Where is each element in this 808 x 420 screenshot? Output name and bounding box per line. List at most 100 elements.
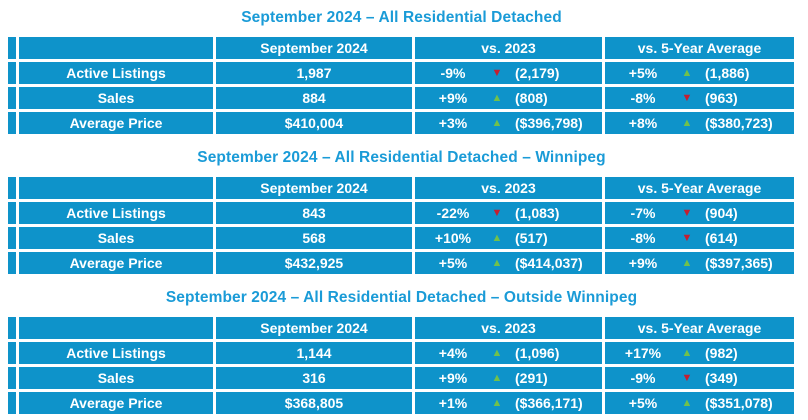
change-percent: +9% bbox=[628, 255, 658, 271]
reference-value: (349) bbox=[705, 370, 738, 386]
row-label: Active Listings bbox=[19, 342, 213, 364]
column-header-vs-2023: vs. 2023 bbox=[415, 37, 602, 59]
row-label: Sales bbox=[19, 87, 213, 109]
trend-arrow-icon: ▼ bbox=[681, 371, 693, 384]
reference-value: ($380,723) bbox=[705, 115, 773, 131]
table-row: Sales 884 +9% ▲ (808) -8% ▼ (963) bbox=[8, 87, 794, 109]
spacer-cell bbox=[8, 342, 16, 364]
row-label: Active Listings bbox=[19, 202, 213, 224]
trend-arrow-icon: ▲ bbox=[681, 396, 693, 409]
vs-2023-cell: +1% ▲ ($366,171) bbox=[415, 392, 602, 414]
table-row: Active Listings 1,987 -9% ▼ (2,179) +5% … bbox=[8, 62, 794, 84]
column-header-vs-5yr: vs. 5-Year Average bbox=[605, 317, 794, 339]
table-row: Sales 316 +9% ▲ (291) -9% ▼ (349) bbox=[8, 367, 794, 389]
column-header-current: September 2024 bbox=[216, 37, 412, 59]
current-value-cell: 316 bbox=[216, 367, 412, 389]
current-value-cell: $410,004 bbox=[216, 112, 412, 134]
table-row: Average Price $410,004 +3% ▲ ($396,798) … bbox=[8, 112, 794, 134]
reference-value: ($351,078) bbox=[705, 395, 773, 411]
change-percent: +8% bbox=[628, 115, 658, 131]
trend-arrow-icon: ▼ bbox=[491, 206, 503, 219]
vs-5yr-cell: +9% ▲ ($397,365) bbox=[605, 252, 794, 274]
current-value-cell: $368,805 bbox=[216, 392, 412, 414]
row-label: Sales bbox=[19, 227, 213, 249]
vs-2023-cell: +9% ▲ (808) bbox=[415, 87, 602, 109]
spacer-cell bbox=[8, 112, 16, 134]
change-percent: -9% bbox=[630, 370, 656, 386]
column-header-current: September 2024 bbox=[216, 317, 412, 339]
reference-value: ($414,037) bbox=[515, 255, 583, 271]
current-value-cell: 1,144 bbox=[216, 342, 412, 364]
reference-value: ($396,798) bbox=[515, 115, 583, 131]
row-label: Average Price bbox=[19, 252, 213, 274]
trend-arrow-icon: ▲ bbox=[491, 396, 503, 409]
stats-table: September 2024 vs. 2023 vs. 5-Year Avera… bbox=[5, 174, 797, 277]
spacer-cell bbox=[8, 62, 16, 84]
column-header-vs-5yr: vs. 5-Year Average bbox=[605, 177, 794, 199]
table-section-winnipeg: September 2024 – All Residential Detache… bbox=[0, 149, 808, 277]
table-title: September 2024 – All Residential Detache… bbox=[241, 9, 562, 26]
vs-2023-cell: +10% ▲ (517) bbox=[415, 227, 602, 249]
column-header-vs-2023: vs. 2023 bbox=[415, 317, 602, 339]
trend-arrow-icon: ▲ bbox=[681, 116, 693, 129]
trend-arrow-icon: ▲ bbox=[491, 256, 503, 269]
change-percent: +5% bbox=[438, 255, 468, 271]
vs-2023-cell: +9% ▲ (291) bbox=[415, 367, 602, 389]
column-header-metric bbox=[19, 177, 213, 199]
table-row: Average Price $368,805 +1% ▲ ($366,171) … bbox=[8, 392, 794, 414]
spacer-cell bbox=[8, 392, 16, 414]
spacer-cell bbox=[8, 177, 16, 199]
reference-value: (982) bbox=[705, 345, 738, 361]
table-section-outside-winnipeg: September 2024 – All Residential Detache… bbox=[0, 289, 808, 417]
current-value-cell: 884 bbox=[216, 87, 412, 109]
reference-value: ($366,171) bbox=[515, 395, 583, 411]
column-header-vs-5yr: vs. 5-Year Average bbox=[605, 37, 794, 59]
change-percent: +17% bbox=[624, 345, 662, 361]
trend-arrow-icon: ▼ bbox=[681, 91, 693, 104]
spacer-cell bbox=[8, 37, 16, 59]
reference-value: (2,179) bbox=[515, 65, 560, 81]
change-percent: +4% bbox=[438, 345, 468, 361]
current-value-cell: 843 bbox=[216, 202, 412, 224]
reference-value: (291) bbox=[515, 370, 548, 386]
reference-value: (1,886) bbox=[705, 65, 750, 81]
vs-2023-cell: -9% ▼ (2,179) bbox=[415, 62, 602, 84]
vs-2023-cell: -22% ▼ (1,083) bbox=[415, 202, 602, 224]
column-header-vs-2023: vs. 2023 bbox=[415, 177, 602, 199]
change-percent: +10% bbox=[434, 230, 472, 246]
current-value-cell: 568 bbox=[216, 227, 412, 249]
table-row: Active Listings 843 -22% ▼ (1,083) -7% ▼… bbox=[8, 202, 794, 224]
change-percent: +9% bbox=[438, 370, 468, 386]
vs-2023-cell: +3% ▲ ($396,798) bbox=[415, 112, 602, 134]
reference-value: (517) bbox=[515, 230, 548, 246]
table-row: Active Listings 1,144 +4% ▲ (1,096) +17%… bbox=[8, 342, 794, 364]
change-percent: -9% bbox=[440, 65, 466, 81]
spacer-cell bbox=[8, 227, 16, 249]
row-label: Active Listings bbox=[19, 62, 213, 84]
change-percent: -7% bbox=[630, 205, 656, 221]
change-percent: +9% bbox=[438, 90, 468, 106]
trend-arrow-icon: ▲ bbox=[491, 346, 503, 359]
header-row: September 2024 vs. 2023 vs. 5-Year Avera… bbox=[8, 37, 794, 59]
change-percent: +3% bbox=[438, 115, 468, 131]
header-row: September 2024 vs. 2023 vs. 5-Year Avera… bbox=[8, 317, 794, 339]
column-header-current: September 2024 bbox=[216, 177, 412, 199]
vs-2023-cell: +5% ▲ ($414,037) bbox=[415, 252, 602, 274]
change-percent: +5% bbox=[628, 395, 658, 411]
vs-5yr-cell: -8% ▼ (963) bbox=[605, 87, 794, 109]
change-percent: -8% bbox=[630, 90, 656, 106]
change-percent: -8% bbox=[630, 230, 656, 246]
change-percent: +1% bbox=[438, 395, 468, 411]
vs-5yr-cell: +17% ▲ (982) bbox=[605, 342, 794, 364]
vs-5yr-cell: +5% ▲ ($351,078) bbox=[605, 392, 794, 414]
column-header-metric bbox=[19, 37, 213, 59]
trend-arrow-icon: ▲ bbox=[491, 116, 503, 129]
vs-5yr-cell: -7% ▼ (904) bbox=[605, 202, 794, 224]
stats-table: September 2024 vs. 2023 vs. 5-Year Avera… bbox=[5, 34, 797, 137]
trend-arrow-icon: ▲ bbox=[491, 371, 503, 384]
reference-value: (808) bbox=[515, 90, 548, 106]
trend-arrow-icon: ▼ bbox=[681, 231, 693, 244]
column-header-metric bbox=[19, 317, 213, 339]
spacer-cell bbox=[8, 317, 16, 339]
row-label: Sales bbox=[19, 367, 213, 389]
